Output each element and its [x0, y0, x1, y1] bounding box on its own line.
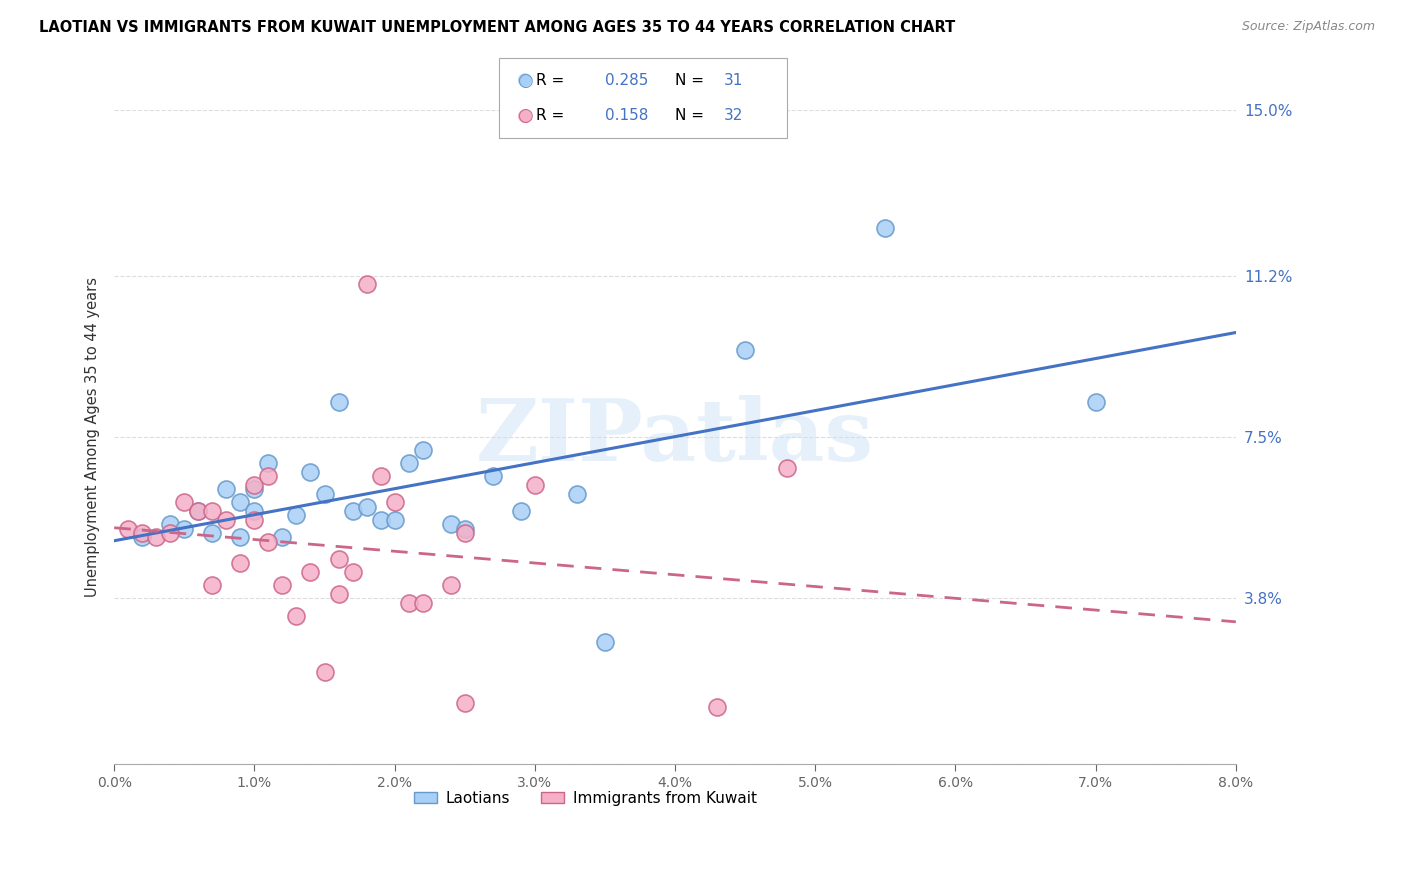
Point: [328, 552, 350, 566]
Text: ●: ●: [517, 71, 533, 89]
Point: [243, 478, 266, 492]
Point: [257, 456, 280, 470]
Point: [342, 565, 364, 579]
Point: [342, 504, 364, 518]
Point: [201, 504, 224, 518]
Point: [285, 608, 308, 623]
Point: [215, 483, 238, 497]
Point: [384, 513, 406, 527]
Point: [159, 517, 181, 532]
Point: [454, 696, 477, 710]
Point: [201, 525, 224, 540]
Point: [370, 469, 392, 483]
Text: 0.285: 0.285: [605, 73, 648, 88]
Text: R =: R =: [536, 108, 569, 123]
Point: [356, 500, 378, 514]
Point: [776, 460, 799, 475]
Point: [229, 557, 252, 571]
Point: [257, 534, 280, 549]
Point: [875, 220, 897, 235]
Point: [299, 465, 322, 479]
Point: [509, 504, 531, 518]
Point: [706, 700, 728, 714]
Point: [243, 504, 266, 518]
Point: [384, 495, 406, 509]
Point: [173, 495, 195, 509]
Point: [440, 578, 463, 592]
Point: [299, 565, 322, 579]
Point: [271, 578, 294, 592]
Point: [131, 525, 153, 540]
Point: [243, 513, 266, 527]
Y-axis label: Unemployment Among Ages 35 to 44 years: Unemployment Among Ages 35 to 44 years: [86, 277, 100, 597]
Point: [328, 587, 350, 601]
Point: [454, 525, 477, 540]
Point: [173, 522, 195, 536]
Text: 0.158: 0.158: [605, 108, 648, 123]
Point: [412, 443, 434, 458]
Text: R =: R =: [536, 73, 569, 88]
Legend: Laotians, Immigrants from Kuwait: Laotians, Immigrants from Kuwait: [408, 784, 763, 812]
Text: ○: ○: [517, 71, 533, 89]
Text: N =: N =: [675, 108, 709, 123]
Text: N =: N =: [675, 73, 709, 88]
Point: [370, 513, 392, 527]
Text: 32: 32: [724, 108, 744, 123]
Point: [271, 530, 294, 544]
Text: ●: ●: [517, 107, 533, 125]
Point: [201, 578, 224, 592]
Point: [440, 517, 463, 532]
Point: [565, 486, 588, 500]
Point: [481, 469, 503, 483]
Point: [734, 343, 756, 357]
Point: [356, 277, 378, 292]
Point: [398, 456, 420, 470]
Point: [1084, 395, 1107, 409]
Point: [454, 522, 477, 536]
Point: [412, 596, 434, 610]
Point: [243, 483, 266, 497]
Text: LAOTIAN VS IMMIGRANTS FROM KUWAIT UNEMPLOYMENT AMONG AGES 35 TO 44 YEARS CORRELA: LAOTIAN VS IMMIGRANTS FROM KUWAIT UNEMPL…: [39, 20, 956, 35]
Point: [187, 504, 209, 518]
Point: [257, 469, 280, 483]
Point: [523, 478, 546, 492]
Point: [117, 522, 139, 536]
Text: 31: 31: [724, 73, 744, 88]
Text: ZIPatlas: ZIPatlas: [477, 395, 875, 479]
Point: [314, 665, 336, 680]
Point: [314, 486, 336, 500]
Point: [229, 530, 252, 544]
Point: [398, 596, 420, 610]
Point: [215, 513, 238, 527]
Point: [229, 495, 252, 509]
Point: [593, 635, 616, 649]
Text: ○: ○: [517, 107, 533, 125]
Point: [328, 395, 350, 409]
Point: [285, 508, 308, 523]
Text: Source: ZipAtlas.com: Source: ZipAtlas.com: [1241, 20, 1375, 33]
Point: [159, 525, 181, 540]
Point: [145, 530, 167, 544]
Point: [131, 530, 153, 544]
Point: [187, 504, 209, 518]
